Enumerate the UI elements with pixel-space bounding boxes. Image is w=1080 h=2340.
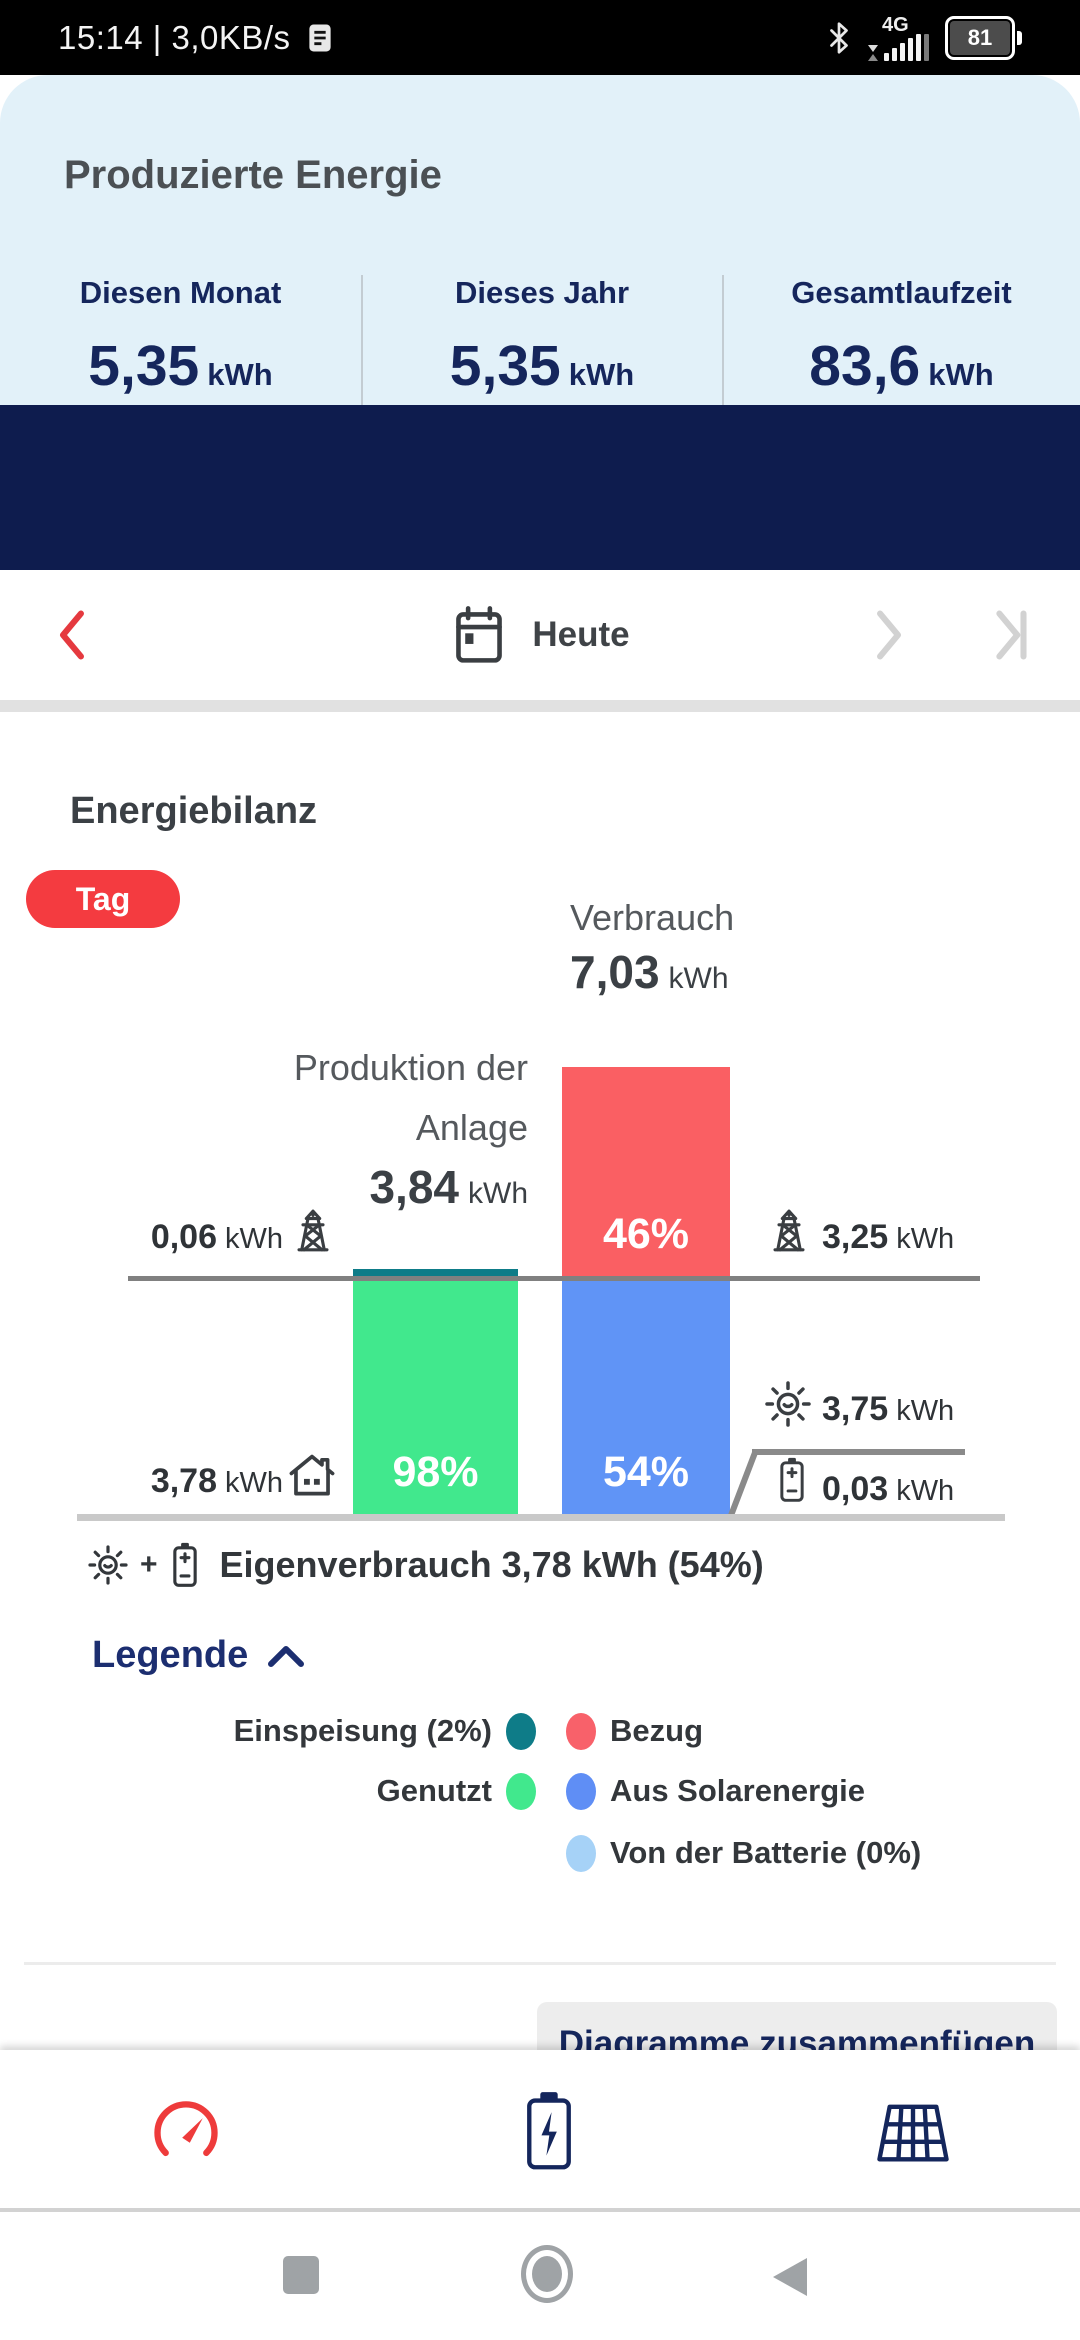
legend-label: Einspeisung (2%) xyxy=(233,1713,492,1748)
legend-label: Aus Solarenergie xyxy=(610,1773,865,1808)
tab-monat[interactable]: Monat xyxy=(455,881,551,917)
legend-dot-solar xyxy=(566,1772,596,1810)
calendar-icon xyxy=(450,603,508,667)
bar-bezug[interactable] xyxy=(562,1067,730,1278)
date-navigation: Heute xyxy=(0,570,1080,700)
status-bar: 15:14 | 3,0KB/s 4G xyxy=(0,0,1080,75)
tab-jahr[interactable]: Jahr xyxy=(673,881,741,917)
stat-unit: kWh xyxy=(928,357,994,392)
consumption-label: Verbrauch xyxy=(570,897,735,938)
grid-zero-line xyxy=(128,1276,980,1281)
current-date-label: Heute xyxy=(532,615,630,654)
consumption-value: 7,03 kWh xyxy=(570,946,729,998)
solar-panel-tab-icon[interactable] xyxy=(866,2098,960,2173)
self-consumption-row: + Eigenverbrauch 3,78 kWh (54%) xyxy=(84,1540,764,1590)
dashboard-gauge-icon[interactable] xyxy=(148,2094,224,2175)
legend-row: Genutzt Aus Solarenergie xyxy=(0,1766,1080,1816)
stat-divider xyxy=(722,275,724,415)
legend-row: Einspeisung (2%) Bezug xyxy=(0,1706,1080,1756)
production-label: Produktion der Anlage xyxy=(293,1047,528,1148)
stat-unit: kWh xyxy=(207,357,273,392)
power-pylon-icon xyxy=(764,1204,814,1263)
tab-woche[interactable]: Woche xyxy=(250,881,356,917)
stat-unit: kWh xyxy=(568,357,635,392)
chart-baseline xyxy=(77,1514,1005,1521)
produced-energy-card: Produzierte Energie Diesen Monat 5,35 kWh… xyxy=(0,75,1080,415)
next-day-button[interactable] xyxy=(872,610,906,665)
production-value: 3,84 kWh xyxy=(369,1161,528,1213)
battery-level-line xyxy=(752,1449,965,1455)
legend-dot-bezug xyxy=(566,1712,596,1750)
legend-label: Bezug xyxy=(610,1713,703,1748)
stat-label: Dieses Jahr xyxy=(454,275,630,310)
android-back-button[interactable] xyxy=(773,2258,807,2296)
stat-this-year: Dieses Jahr 5,35 kWh xyxy=(362,275,722,420)
feed-in-value: 0,06 kWh xyxy=(150,1218,283,1256)
sun-icon xyxy=(84,1541,132,1589)
stat-lifetime: Gesamtlaufzeit 83,6 kWh xyxy=(723,275,1080,420)
signal-indicator: 4G xyxy=(868,15,929,61)
pct-bezug: 46% xyxy=(602,1210,690,1258)
stat-label: Diesen Monat xyxy=(79,275,282,310)
stat-value: 5,35 xyxy=(88,334,200,398)
sun-icon xyxy=(760,1376,816,1437)
period-tab-bar: Tag Woche Monat Jahr Abrechnung xyxy=(0,405,1080,928)
bluetooth-icon xyxy=(826,20,852,56)
solar-used-value: 3,75 kWh xyxy=(822,1390,955,1428)
battery-used-value: 0,03 kWh xyxy=(822,1470,955,1508)
clock-and-speed-text: 15:14 | 3,0KB/s xyxy=(58,18,291,56)
legend-dot-batterie xyxy=(566,1834,596,1872)
android-recents-button[interactable] xyxy=(283,2256,319,2294)
battery-tab-icon[interactable] xyxy=(520,2086,578,2181)
chevron-up-icon xyxy=(268,1645,305,1667)
section-divider-band xyxy=(0,700,1080,712)
battery-line-diagonal xyxy=(727,1448,759,1520)
network-type-label: 4G xyxy=(882,13,909,36)
pct-solar: 54% xyxy=(602,1448,690,1496)
grid-import-value: 3,25 kWh xyxy=(822,1218,955,1256)
battery-icon xyxy=(166,1540,204,1590)
house-icon xyxy=(286,1448,338,1507)
notification-icon xyxy=(305,21,335,55)
prev-day-button[interactable] xyxy=(55,610,89,665)
stat-value: 83,6 xyxy=(809,334,921,398)
legend-toggle[interactable]: Legende xyxy=(92,1634,306,1677)
stat-this-month: Diesen Monat 5,35 kWh xyxy=(0,275,361,420)
pct-genutzt: 98% xyxy=(392,1448,479,1496)
stat-value: 5,35 xyxy=(449,334,561,398)
tab-tag[interactable]: Tag xyxy=(26,870,180,928)
legend-label: Von der Batterie (0%) xyxy=(610,1835,922,1870)
bar-solar[interactable] xyxy=(562,1278,730,1518)
data-arrows-icon xyxy=(868,44,878,61)
section-title: Energiebilanz xyxy=(70,790,318,832)
card-title: Produzierte Energie xyxy=(64,153,442,197)
house-used-value: 3,78 kWh xyxy=(150,1462,283,1500)
latest-day-button[interactable] xyxy=(990,610,1032,665)
power-pylon-icon xyxy=(288,1204,338,1263)
date-picker[interactable]: Heute xyxy=(0,570,1080,700)
android-home-button[interactable] xyxy=(521,2245,573,2303)
bar-einspeisung[interactable] xyxy=(353,1269,518,1278)
legend-row: Von der Batterie (0%) xyxy=(0,1828,1080,1878)
content-divider xyxy=(24,1962,1056,1965)
battery-icon xyxy=(772,1455,812,1510)
stat-divider xyxy=(361,275,363,415)
battery-percent: 81 xyxy=(950,20,1010,55)
battery-indicator: 81 xyxy=(945,15,1022,60)
legend-dot-einspeisung xyxy=(506,1712,536,1750)
stat-label: Gesamtlaufzeit xyxy=(791,275,1012,310)
plus-sign: + xyxy=(140,1548,158,1581)
self-consumption-text: Eigenverbrauch 3,78 kWh (54%) xyxy=(219,1544,764,1585)
legend-dot-genutzt xyxy=(506,1772,536,1810)
bar-genutzt[interactable] xyxy=(353,1278,518,1518)
legend-label: Genutzt xyxy=(376,1773,492,1808)
tab-abrechnung[interactable]: Abrechnung xyxy=(841,881,1031,917)
